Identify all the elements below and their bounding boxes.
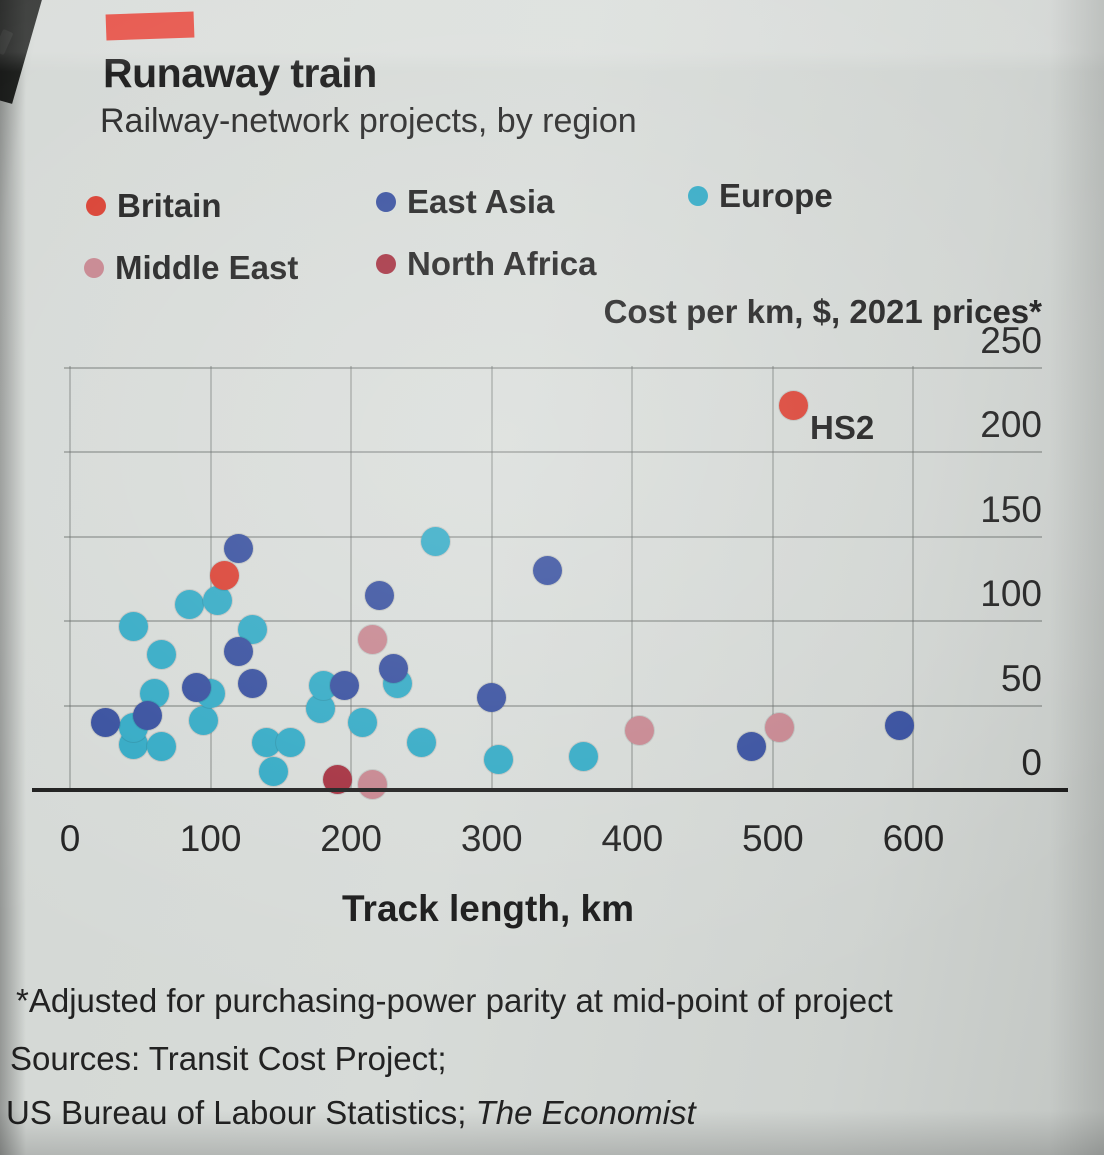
data-point-east-asia (378, 653, 408, 683)
gridline-y-250 (64, 367, 1042, 369)
data-point-east-asia (737, 731, 767, 761)
legend-label: Middle East (115, 249, 299, 286)
data-point-europe (146, 731, 176, 761)
y-tick-label-100: 100 (980, 573, 1042, 615)
data-point-europe (484, 745, 514, 775)
data-point-europe (421, 527, 450, 557)
data-point-east-asia (884, 711, 914, 741)
data-point-britain (210, 561, 240, 591)
page-corner-shadow (0, 0, 54, 104)
footnote: *Adjusted for purchasing-power parity at… (16, 982, 893, 1019)
data-point-east-asia (182, 672, 212, 702)
legend-item-east-asia: East Asia (376, 182, 554, 222)
legend-item-middle-east: Middle East (84, 248, 298, 288)
x-tick-label-0: 0 (59, 818, 81, 859)
gridline-x-300 (490, 366, 493, 790)
data-point-east-asia (132, 701, 162, 731)
data-point-europe (259, 756, 289, 786)
legend-dot-icon (376, 192, 396, 212)
gridline-x-600 (912, 366, 915, 790)
data-point-europe (118, 611, 148, 641)
sources-line-2-economist: The Economist (475, 1094, 696, 1131)
sources-line-1: Sources: Transit Cost Project; (10, 1040, 447, 1077)
x-tick-label-100: 100 (179, 818, 242, 859)
data-point-britain (779, 390, 809, 420)
data-point-europe (146, 640, 176, 670)
legend-label: Britain (117, 187, 222, 224)
chart-title: Runaway train (103, 50, 377, 96)
x-tick-label-500: 500 (742, 818, 804, 859)
legend-item-europe: Europe (688, 176, 833, 216)
data-point-middle-east (357, 770, 387, 800)
x-tick-label-300: 300 (460, 818, 523, 859)
data-point-europe (568, 741, 598, 771)
y-tick-label-250: 250 (980, 320, 1042, 361)
gridline-x-500 (771, 366, 774, 790)
data-point-europe (174, 589, 204, 619)
data-point-europe (189, 706, 219, 736)
legend-dot-icon (84, 258, 104, 278)
gridline-x-200 (350, 366, 353, 790)
sources-line-2-text: US Bureau of Labour Statistics; (6, 1094, 476, 1131)
y-tick-label-0: 0 (1021, 742, 1042, 783)
legend-item-north-africa: North Africa (376, 244, 596, 284)
data-point-europe (406, 728, 436, 758)
legend-dot-icon (376, 254, 396, 274)
legend-label: Europe (719, 177, 833, 214)
gridline-y-100 (64, 620, 1042, 623)
y-tick-label-150: 150 (980, 488, 1042, 530)
economist-red-tab (105, 11, 195, 41)
data-point-east-asia (364, 581, 394, 611)
data-point-east-asia (533, 556, 563, 586)
legend-label: East Asia (407, 183, 555, 220)
data-point-europe (276, 728, 306, 758)
data-point-east-asia (477, 682, 507, 712)
legend-item-britain: Britain (86, 186, 222, 226)
x-tick-label-600: 600 (882, 818, 945, 859)
data-point-east-asia (224, 534, 254, 564)
x-tick-label-200: 200 (320, 818, 383, 859)
y-tick-label-50: 50 (1000, 657, 1042, 699)
data-point-east-asia (224, 637, 254, 667)
gridline-y-150 (64, 535, 1042, 538)
data-point-east-asia (90, 707, 120, 737)
gridline-y-200 (64, 451, 1042, 454)
legend-dot-icon (86, 196, 106, 216)
y-tick-label-200: 200 (980, 404, 1042, 446)
legend-label: North Africa (407, 245, 597, 282)
gridline-x-0 (69, 366, 71, 790)
x-axis-title: Track length, km (342, 888, 634, 929)
data-point-middle-east (624, 716, 654, 746)
data-point-east-asia (238, 669, 268, 699)
gridline-x-400 (631, 366, 634, 790)
gridline-y-50 (64, 704, 1042, 707)
legend-dot-icon (688, 186, 708, 206)
x-tick-label-400: 400 (601, 818, 664, 859)
data-point-europe (347, 707, 377, 737)
y-axis-title: Cost per km, $, 2021 prices* (603, 293, 1042, 330)
chart-subtitle: Railway-network projects, by region (100, 102, 637, 140)
data-point-europe (203, 586, 233, 616)
data-point-east-asia (329, 670, 359, 700)
x-axis-line (32, 788, 1068, 792)
sources-line-2: US Bureau of Labour Statistics; The Econ… (6, 1094, 696, 1132)
data-point-middle-east (357, 625, 387, 655)
data-point-middle-east (765, 713, 795, 743)
annotation-hs2: HS2 (809, 409, 875, 447)
